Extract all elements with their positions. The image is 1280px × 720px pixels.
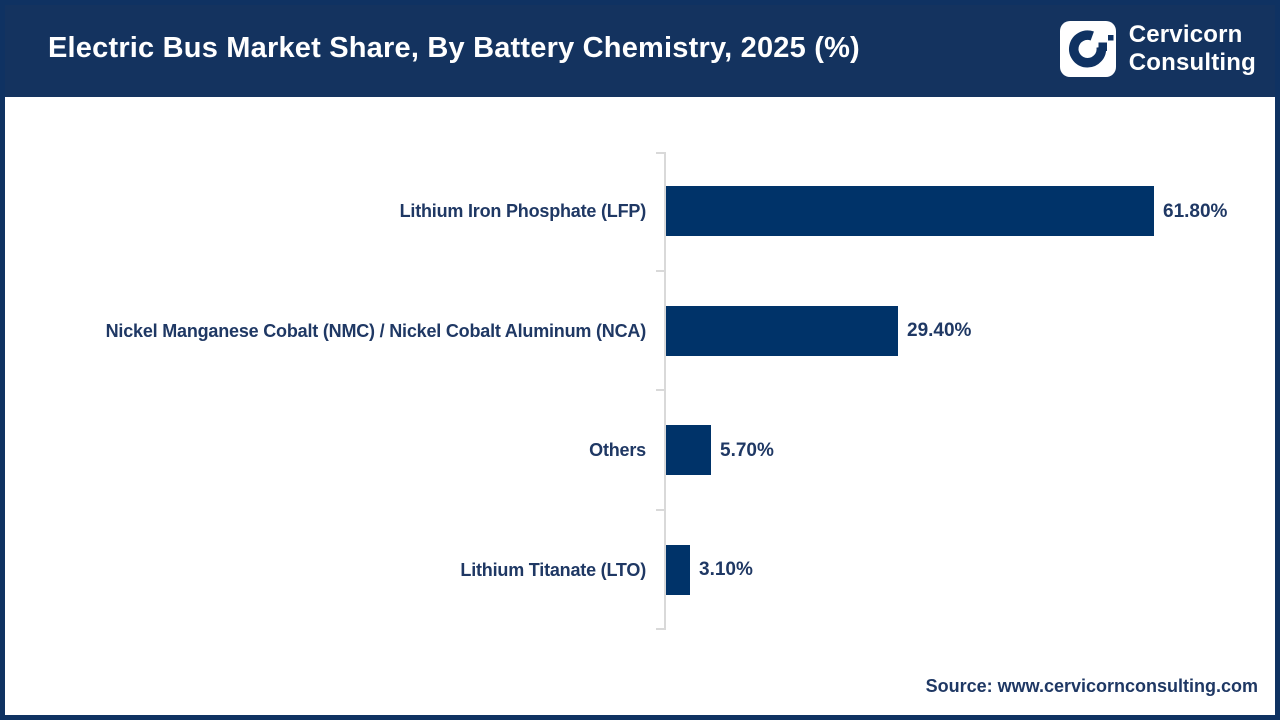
bar <box>666 186 1154 236</box>
axis-tick <box>656 508 664 511</box>
axis-tick <box>656 152 664 154</box>
value-label: 3.10% <box>699 559 753 580</box>
category-axis-line <box>664 152 666 630</box>
page-title: Electric Bus Market Share, By Battery Ch… <box>48 32 860 64</box>
chart-row: Lithium Iron Phosphate (LFP) 61.80% <box>0 152 1280 271</box>
bar <box>666 305 898 356</box>
value-label: 61.80% <box>1163 200 1228 222</box>
axis-tick <box>656 269 664 272</box>
category-label: Nickel Manganese Cobalt (NMC) / Nickel C… <box>105 320 647 341</box>
bar <box>666 425 711 475</box>
category-label: Others <box>589 440 646 460</box>
chart-row: Lithium Titanate (LTO) 3.10% <box>0 511 1280 630</box>
value-label: 29.40% <box>907 320 972 341</box>
axis-tick <box>656 389 664 391</box>
axis-tick <box>656 628 664 630</box>
chart-row: Nickel Manganese Cobalt (NMC) / Nickel C… <box>0 272 1280 391</box>
brand-name-line2: Consulting <box>1128 48 1256 76</box>
chart-row: Others 5.70% <box>0 391 1280 510</box>
header-bar: Electric Bus Market Share, By Battery Ch… <box>0 0 1280 97</box>
brand-name-line1: Cervicorn <box>1128 20 1243 48</box>
logo-mark-icon <box>1059 20 1116 77</box>
category-label: Lithium Titanate (LTO) <box>460 559 646 580</box>
source-credit: Source: www.cervicornconsulting.com <box>925 676 1258 696</box>
logo-c-glyph <box>1068 29 1114 67</box>
brand-name: Cervicorn Consulting <box>1129 21 1256 76</box>
bar <box>666 544 690 595</box>
brand-logo: Cervicorn Consulting <box>1059 20 1256 77</box>
category-label: Lithium Iron Phosphate (LFP) <box>399 201 647 221</box>
value-label: 5.70% <box>720 439 774 461</box>
